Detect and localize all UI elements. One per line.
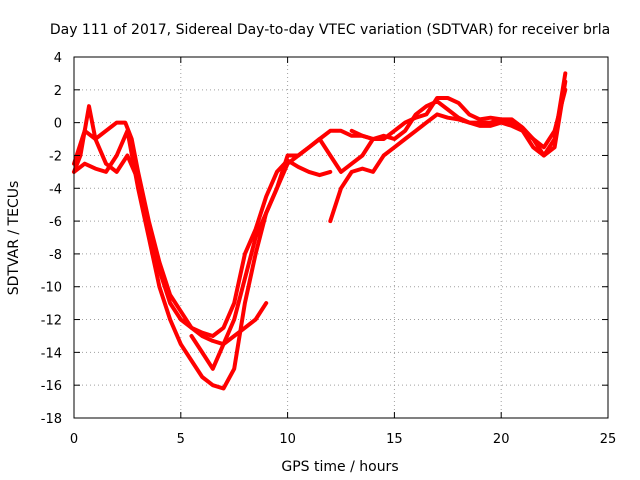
series-group <box>72 71 568 391</box>
y-tick-label: -4 <box>49 182 62 197</box>
x-axis: 0 5 10 15 20 25 <box>70 57 616 447</box>
y-tick-label: -10 <box>41 281 62 296</box>
y-tick-label: -18 <box>41 412 62 427</box>
y-axis-label: SDTVAR / TECUs <box>6 181 22 296</box>
y-tick-label: 2 <box>54 84 62 99</box>
x-tick-label: 0 <box>70 432 78 447</box>
series-line-2 <box>72 128 375 347</box>
series-line-3 <box>72 71 568 391</box>
series-line-6 <box>349 87 568 150</box>
y-axis: -18 -16 -14 -12 -10 -8 -6 -4 -2 0 2 4 <box>41 51 608 427</box>
y-tick-label: -12 <box>41 314 62 329</box>
x-tick-label: 10 <box>279 432 296 447</box>
y-tick-label: -14 <box>41 346 62 361</box>
x-tick-label: 15 <box>386 432 403 447</box>
y-tick-label: -6 <box>49 215 62 230</box>
x-axis-label: GPS time / hours <box>281 459 398 475</box>
y-tick-label: 0 <box>54 117 62 132</box>
series-line-5 <box>328 79 568 224</box>
chart-title: Day 111 of 2017, Sidereal Day-to-day VTE… <box>50 22 610 38</box>
x-tick-label: 5 <box>177 432 185 447</box>
y-tick-label: -16 <box>41 379 62 394</box>
series-line-4 <box>189 301 269 371</box>
x-tick-label: 25 <box>600 432 617 447</box>
y-tick-label: -2 <box>49 149 62 164</box>
x-tick-label: 20 <box>493 432 510 447</box>
plot-frame <box>73 56 609 419</box>
y-tick-label: 4 <box>54 51 62 66</box>
y-tick-label: -8 <box>49 248 62 263</box>
